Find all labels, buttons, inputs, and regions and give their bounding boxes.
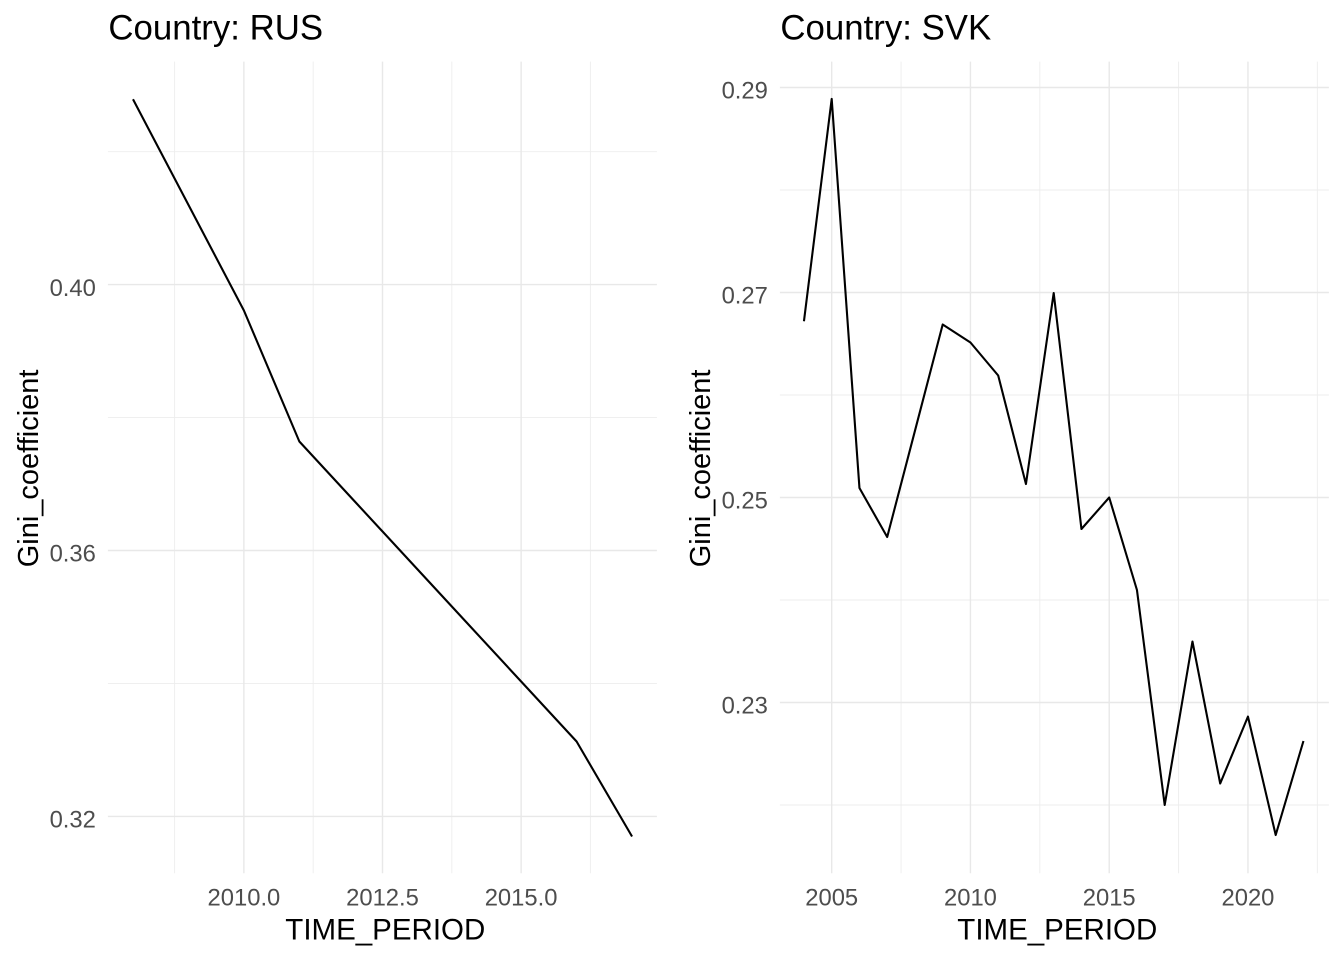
svg-text:2015: 2015 bbox=[1083, 884, 1136, 911]
svg-text:2012.5: 2012.5 bbox=[346, 884, 419, 911]
svg-text:0.32: 0.32 bbox=[50, 807, 96, 834]
svg-text:Gini_coefficient: Gini_coefficient bbox=[13, 370, 45, 568]
svg-text:Gini_coefficient: Gini_coefficient bbox=[685, 370, 717, 568]
svg-text:2015.0: 2015.0 bbox=[485, 884, 558, 911]
svg-text:2020: 2020 bbox=[1221, 884, 1274, 911]
svg-text:0.40: 0.40 bbox=[50, 275, 96, 302]
svg-text:0.29: 0.29 bbox=[722, 78, 768, 105]
svg-text:Country: SVK: Country: SVK bbox=[780, 9, 991, 48]
svg-text:Country: RUS: Country: RUS bbox=[108, 9, 323, 48]
svg-text:0.27: 0.27 bbox=[722, 283, 768, 310]
svg-text:0.25: 0.25 bbox=[722, 488, 768, 515]
svg-text:0.23: 0.23 bbox=[722, 693, 768, 720]
svg-text:0.36: 0.36 bbox=[50, 541, 96, 568]
svg-text:2005: 2005 bbox=[805, 884, 858, 911]
svg-text:2010: 2010 bbox=[944, 884, 997, 911]
svg-text:TIME_PERIOD: TIME_PERIOD bbox=[285, 914, 485, 947]
svg-text:2010.0: 2010.0 bbox=[208, 884, 281, 911]
svg-text:TIME_PERIOD: TIME_PERIOD bbox=[957, 914, 1157, 947]
